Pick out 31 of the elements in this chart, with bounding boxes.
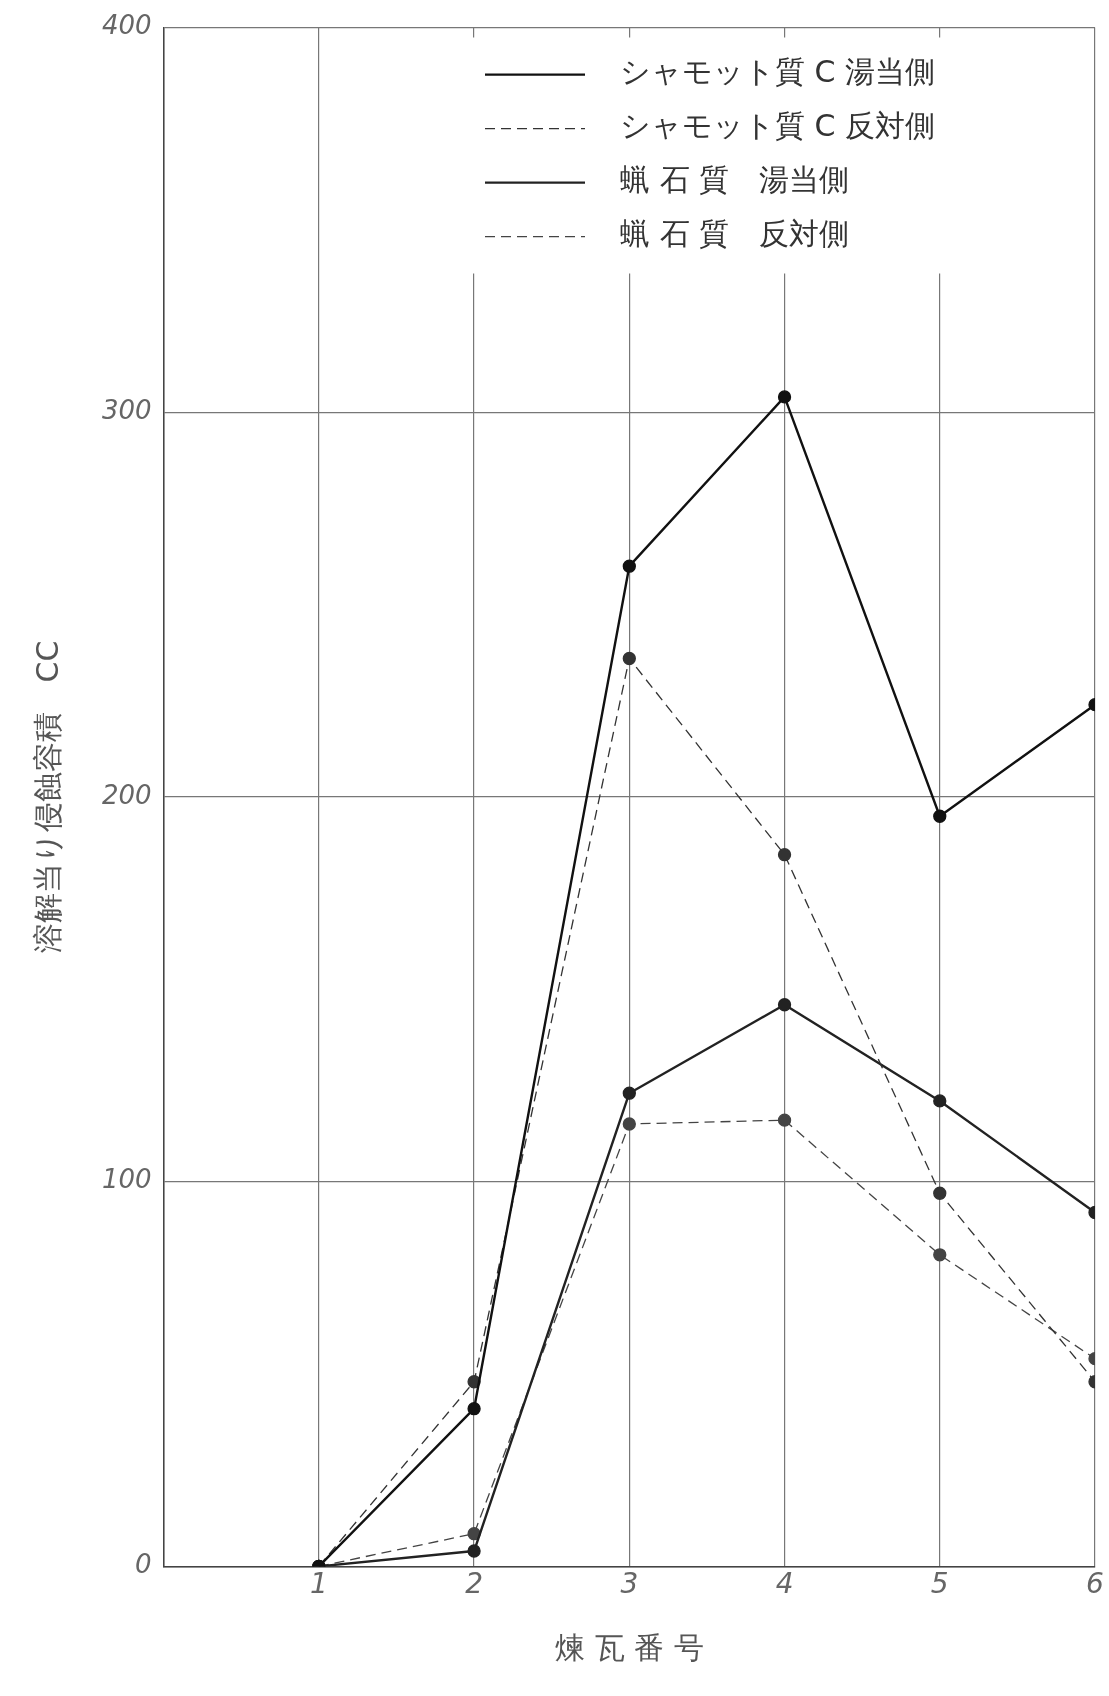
legend-label: 蝋 石 質 湯当側 [620, 162, 850, 198]
point [777, 998, 792, 1012]
x-axis-title: 煉 瓦 番 号 [555, 1629, 704, 1665]
x-tick-label: 6 [1086, 1567, 1104, 1601]
x-tick-label: 5 [930, 1567, 949, 1601]
point [777, 848, 792, 862]
x-tick-label: 1 [309, 1567, 328, 1601]
point [933, 1186, 947, 1200]
y-tick-label: 400 [101, 10, 152, 41]
point [777, 1113, 792, 1127]
x-tick-label: 3 [620, 1567, 639, 1601]
point [622, 559, 636, 573]
y-tick-label: 200 [101, 779, 152, 810]
point [622, 1086, 636, 1100]
y-tick-label: 100 [101, 1164, 152, 1195]
y-tick-label: 300 [101, 395, 152, 426]
point [933, 1248, 947, 1262]
point [467, 1402, 481, 1416]
point [467, 1544, 481, 1558]
point [933, 809, 947, 823]
point [777, 390, 792, 404]
y-tick-label: 0 [135, 1549, 152, 1580]
legend-label: 蝋 石 質 反対側 [620, 216, 850, 252]
y-axis-title: 溶解当り侵蝕容積 CC [29, 640, 65, 954]
legend-label: シャモット質 C 湯当側 [620, 54, 936, 90]
x-tick-label: 2 [465, 1567, 483, 1601]
point [933, 1094, 947, 1108]
point [622, 1117, 636, 1131]
x-tick-label: 4 [775, 1567, 794, 1601]
legend-label: シャモット質 C 反対側 [620, 108, 936, 144]
point [622, 651, 636, 666]
